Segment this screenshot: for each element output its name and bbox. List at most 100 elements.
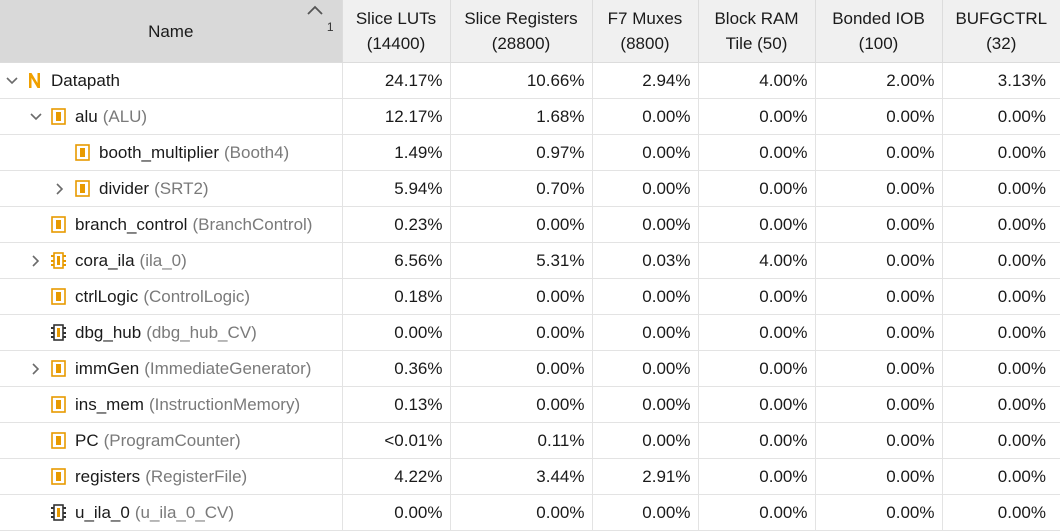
column-header-label: Slice LUTs (355, 9, 437, 28)
cell-slice-luts: 6.56% (342, 242, 451, 279)
column-header-bonded-iob[interactable]: Bonded IOB (100) (815, 0, 943, 63)
instance-name: immGen (75, 358, 140, 378)
table-row[interactable]: Datapath 24.17% 10.66% 2.94% 4.00% 2.00% 3.13% (0, 62, 1060, 99)
table-row[interactable]: booth_multiplier (Booth4) 1.49% 0.97% 0.00% 0… (0, 134, 1060, 171)
module-name: (ila_0) (139, 250, 187, 270)
table-row[interactable]: PC (ProgramCounter) <0.01% 0.11% 0.00% 0.00% 0… (0, 422, 1060, 459)
name-cell[interactable]: branch_control (BranchControl) (0, 206, 343, 243)
sort-priority: 1 (326, 20, 334, 34)
name-cell[interactable]: dbg_hub (dbg_hub_CV) (0, 314, 343, 351)
name-cell[interactable]: ctrlLogic (ControlLogic) (0, 278, 343, 315)
cell-slice-luts: 0.18% (342, 278, 451, 315)
name-cell[interactable]: booth_multiplier (Booth4) (0, 134, 343, 171)
cell-f7-muxes: 0.00% (592, 314, 699, 351)
cell-slice-registers: 0.00% (450, 386, 593, 423)
expander-placeholder (29, 290, 43, 304)
column-header-block-ram[interactable]: Block RAM Tile (50) (698, 0, 816, 63)
module-instance-icon (75, 180, 90, 197)
cell-block-ram: 0.00% (698, 170, 816, 207)
instance-name: divider (99, 178, 150, 198)
cell-slice-registers: 0.00% (450, 350, 593, 387)
table-row[interactable]: immGen (ImmediateGenerator) 0.36% 0.00% 0.00… (0, 350, 1060, 387)
module-instance-icon (51, 432, 66, 449)
chevron-right-icon[interactable] (53, 182, 67, 196)
expander-placeholder (29, 506, 43, 520)
column-header-f7-muxes[interactable]: F7 Muxes (8800) (592, 0, 699, 63)
column-header-slice-registers[interactable]: Slice Registers (28800) (450, 0, 593, 63)
cell-f7-muxes: 0.00% (592, 278, 699, 315)
table-row[interactable]: alu (ALU) 12.17% 1.68% 0.00% 0.00% 0.00% 0.00% (0, 98, 1060, 135)
cell-bonded-iob: 0.00% (815, 134, 943, 171)
cell-block-ram: 0.00% (698, 386, 816, 423)
instance-name: alu (75, 106, 98, 126)
top-module-icon (27, 72, 42, 89)
expander-placeholder (29, 470, 43, 484)
table-row[interactable]: ins_mem (InstructionMemory) 0.13% 0.00% 0.00… (0, 386, 1060, 423)
cell-bufgctrl: 0.00% (942, 314, 1060, 351)
table-row[interactable]: registers (RegisterFile) 4.22% 3.44% 2.91% 0.… (0, 458, 1060, 495)
name-cell[interactable]: cora_ila (ila_0) (0, 242, 343, 279)
cell-block-ram: 0.00% (698, 278, 816, 315)
cell-bufgctrl: 0.00% (942, 422, 1060, 459)
cell-bufgctrl: 0.00% (942, 494, 1060, 531)
cell-block-ram: 4.00% (698, 242, 816, 279)
module-name: (Booth4) (224, 142, 290, 162)
cell-bufgctrl: 0.00% (942, 134, 1060, 171)
cell-slice-luts: 1.49% (342, 134, 451, 171)
chevron-down-icon[interactable] (5, 74, 19, 88)
cell-f7-muxes: 0.00% (592, 494, 699, 531)
cell-bufgctrl: 0.00% (942, 206, 1060, 243)
table-row[interactable]: ctrlLogic (ControlLogic) 0.18% 0.00% 0.00% 0.… (0, 278, 1060, 315)
table-row[interactable]: cora_ila (ila_0) 6.56% 5.31% 0.03% 4.00% 0.00%… (0, 242, 1060, 279)
cell-bonded-iob: 0.00% (815, 278, 943, 315)
cell-f7-muxes: 2.94% (592, 62, 699, 99)
module-instance-icon (51, 216, 66, 233)
cell-bufgctrl: 0.00% (942, 170, 1060, 207)
name-cell[interactable]: PC (ProgramCounter) (0, 422, 343, 459)
module-name: (ProgramCounter) (103, 430, 241, 450)
cell-slice-luts: <0.01% (342, 422, 451, 459)
module-name: (dbg_hub_CV) (146, 322, 257, 342)
name-cell[interactable]: immGen (ImmediateGenerator) (0, 350, 343, 387)
name-cell[interactable]: alu (ALU) (0, 98, 343, 135)
table-row[interactable]: dbg_hub (dbg_hub_CV) 0.00% 0.00% 0.00% 0.00% 0… (0, 314, 1060, 351)
cell-slice-registers: 5.31% (450, 242, 593, 279)
name-cell[interactable]: u_ila_0 (u_ila_0_CV) (0, 494, 343, 531)
column-header-bufgctrl[interactable]: BUFGCTRL (32) (942, 0, 1060, 63)
cell-slice-registers: 0.00% (450, 314, 593, 351)
column-header-name[interactable]: Name 1 (0, 0, 343, 63)
cell-bonded-iob: 0.00% (815, 98, 943, 135)
column-header-slice-luts[interactable]: Slice LUTs (14400) (342, 0, 451, 63)
cell-bonded-iob: 2.00% (815, 62, 943, 99)
column-header-label: Bonded IOB (832, 9, 925, 28)
cell-bonded-iob: 0.00% (815, 386, 943, 423)
cell-slice-registers: 1.68% (450, 98, 593, 135)
module-name: (SRT2) (154, 178, 209, 198)
cell-slice-luts: 5.94% (342, 170, 451, 207)
chevron-right-icon[interactable] (29, 254, 43, 268)
name-cell[interactable]: divider (SRT2) (0, 170, 343, 207)
cell-bufgctrl: 0.00% (942, 386, 1060, 423)
table-row[interactable]: u_ila_0 (u_ila_0_CV) 0.00% 0.00% 0.00% 0.00% 0… (0, 494, 1060, 531)
chevron-down-icon[interactable] (29, 110, 43, 124)
module-name: (RegisterFile) (145, 466, 248, 486)
module-name: (ImmediateGenerator) (144, 358, 312, 378)
column-header-capacity: (28800) (491, 34, 551, 53)
table-row[interactable]: branch_control (BranchControl) 0.23% 0.00% 0… (0, 206, 1060, 243)
instance-name: dbg_hub (75, 322, 142, 342)
cell-f7-muxes: 0.00% (592, 206, 699, 243)
column-header-capacity: (32) (986, 34, 1017, 53)
module-instance-icon (75, 144, 90, 161)
expander-placeholder (29, 218, 43, 232)
expander-placeholder (29, 398, 43, 412)
name-cell[interactable]: registers (RegisterFile) (0, 458, 343, 495)
name-cell[interactable]: ins_mem (InstructionMemory) (0, 386, 343, 423)
chevron-right-icon[interactable] (29, 362, 43, 376)
cell-bonded-iob: 0.00% (815, 242, 943, 279)
cell-slice-luts: 4.22% (342, 458, 451, 495)
module-instance-icon (51, 108, 66, 125)
cell-f7-muxes: 2.91% (592, 458, 699, 495)
name-cell[interactable]: Datapath (0, 62, 343, 99)
table-row[interactable]: divider (SRT2) 5.94% 0.70% 0.00% 0.00% 0.00% 0.… (0, 170, 1060, 207)
